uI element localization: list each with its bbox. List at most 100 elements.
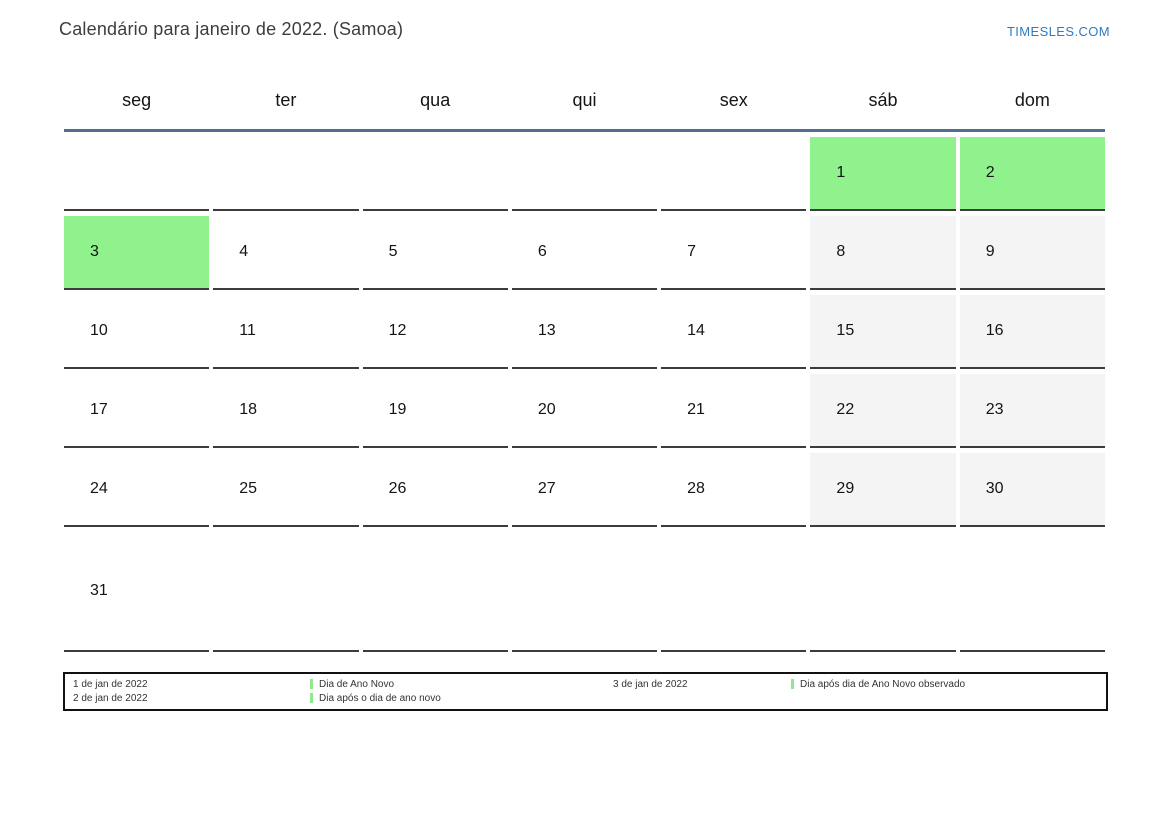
day-cell-24: 24	[64, 453, 210, 527]
legend-box: 1 de jan de 2022 Dia de Ano Novo 3 de jan …	[63, 672, 1108, 711]
day-cell-21: 21	[661, 374, 807, 448]
day-cell-empty	[362, 137, 508, 211]
weekday-header-2: ter	[275, 90, 297, 110]
day-cell-30: 30	[959, 453, 1105, 527]
day-cell-23: 23	[959, 374, 1105, 448]
day-cell-25: 25	[213, 453, 359, 527]
weekday-header-5: sex	[719, 90, 748, 110]
week-row-6: 31	[64, 527, 1105, 652]
weekday-header-4: qui	[572, 90, 597, 110]
day-number: 31	[90, 582, 108, 599]
day-cell-empty	[213, 137, 359, 211]
day-number: 16	[985, 322, 1004, 339]
day-cell-14: 14	[661, 295, 807, 369]
day-cell-18: 18	[213, 374, 359, 448]
day-number: 29	[836, 480, 855, 497]
page-title: Calendário para janeiro de 2022. (Samoa)	[59, 19, 404, 39]
week-row-5: 24 25 26 27 28 29 30	[64, 448, 1105, 527]
day-number: 12	[388, 322, 407, 339]
week-row-3: 10 11 12 13 14 15 16	[64, 290, 1105, 369]
day-cell-9: 9	[959, 216, 1105, 290]
day-number: 5	[388, 243, 398, 260]
legend-grid: 1 de jan de 2022 Dia de Ano Novo 3 de jan …	[73, 677, 1106, 705]
day-cell-empty	[959, 532, 1105, 652]
day-number: 10	[90, 322, 108, 339]
day-cell-16: 16	[959, 295, 1105, 369]
site-link[interactable]: TIMESLES.COM	[1006, 24, 1110, 39]
day-cell-12: 12	[362, 295, 508, 369]
day-cell-empty	[661, 532, 807, 652]
calendar: seg ter qua qui sex sáb dom 1 2 3 4 5 6 7 8 9 10 11 12 13 1…	[64, 72, 1105, 652]
day-cell-empty	[213, 532, 359, 652]
day-cell-27: 27	[511, 453, 658, 527]
legend-label-text: Dia após dia de Ano Novo observado	[800, 678, 966, 690]
day-number: 20	[537, 401, 556, 418]
day-cell-2: 2	[959, 137, 1105, 211]
day-number: 1	[836, 164, 846, 181]
day-number: 11	[239, 322, 256, 339]
day-number: 28	[687, 480, 705, 497]
weekday-header-1: seg	[122, 90, 152, 110]
day-cell-6: 6	[511, 216, 658, 290]
day-cell-15: 15	[810, 295, 956, 369]
day-number: 9	[985, 243, 995, 260]
calendar-grid: 1 2 3 4 5 6 7 8 9 10 11 12 13 14 15 16 17 18 19 20 21 22 23 24 2…	[64, 132, 1105, 652]
day-number: 17	[90, 401, 108, 418]
day-number: 8	[836, 243, 846, 260]
holiday-marker-icon	[310, 693, 313, 703]
day-cell-empty	[362, 532, 508, 652]
day-number: 2	[985, 164, 995, 181]
weekday-row: seg ter qua qui sex sáb dom	[64, 72, 1105, 132]
legend-label: Dia após dia de Ano Novo observado	[791, 679, 1106, 690]
day-cell-empty	[511, 532, 658, 652]
day-cell-empty	[661, 137, 807, 211]
legend-label: Dia após o dia de ano novo	[310, 693, 613, 704]
day-number: 4	[239, 243, 249, 260]
legend-date: 1 de jan de 2022	[73, 678, 148, 690]
holiday-marker-icon	[791, 679, 794, 689]
day-cell-31: 31	[64, 532, 210, 652]
legend-date: 3 de jan de 2022	[613, 678, 688, 690]
day-cell-7: 7	[661, 216, 807, 290]
day-number: 19	[388, 401, 407, 418]
day-number: 13	[537, 322, 556, 339]
day-number: 30	[985, 480, 1004, 497]
day-cell-empty	[511, 137, 658, 211]
day-cell-5: 5	[362, 216, 508, 290]
day-number: 21	[687, 401, 705, 418]
legend-label-text: Dia de Ano Novo	[319, 678, 395, 690]
day-cell-3: 3	[64, 216, 210, 290]
day-cell-10: 10	[64, 295, 210, 369]
day-number: 14	[687, 322, 705, 339]
day-cell-empty	[64, 137, 210, 211]
day-cell-4: 4	[213, 216, 359, 290]
day-cell-8: 8	[810, 216, 956, 290]
legend-label: Dia de Ano Novo	[310, 679, 613, 690]
day-cell-13: 13	[511, 295, 658, 369]
weekday-header-6: sáb	[868, 90, 898, 110]
day-cell-1: 1	[810, 137, 956, 211]
day-number: 3	[90, 243, 99, 260]
day-cell-empty	[810, 532, 956, 652]
day-number: 27	[537, 480, 556, 497]
day-cell-20: 20	[511, 374, 658, 448]
day-number: 15	[836, 322, 855, 339]
day-cell-28: 28	[661, 453, 807, 527]
week-row-4: 17 18 19 20 21 22 23	[64, 369, 1105, 448]
day-number: 24	[90, 480, 108, 497]
day-cell-19: 19	[362, 374, 508, 448]
day-number: 7	[687, 243, 697, 260]
week-row-2: 3 4 5 6 7 8 9	[64, 211, 1105, 290]
legend-label-text: Dia após o dia de ano novo	[319, 692, 441, 704]
day-cell-29: 29	[810, 453, 956, 527]
day-cell-17: 17	[64, 374, 210, 448]
day-number: 23	[985, 401, 1004, 418]
day-number: 26	[388, 480, 407, 497]
day-number: 6	[537, 243, 547, 260]
holiday-marker-icon	[310, 679, 313, 689]
weekday-header-3: qua	[420, 90, 451, 110]
day-cell-11: 11	[213, 295, 359, 369]
day-cell-26: 26	[362, 453, 508, 527]
